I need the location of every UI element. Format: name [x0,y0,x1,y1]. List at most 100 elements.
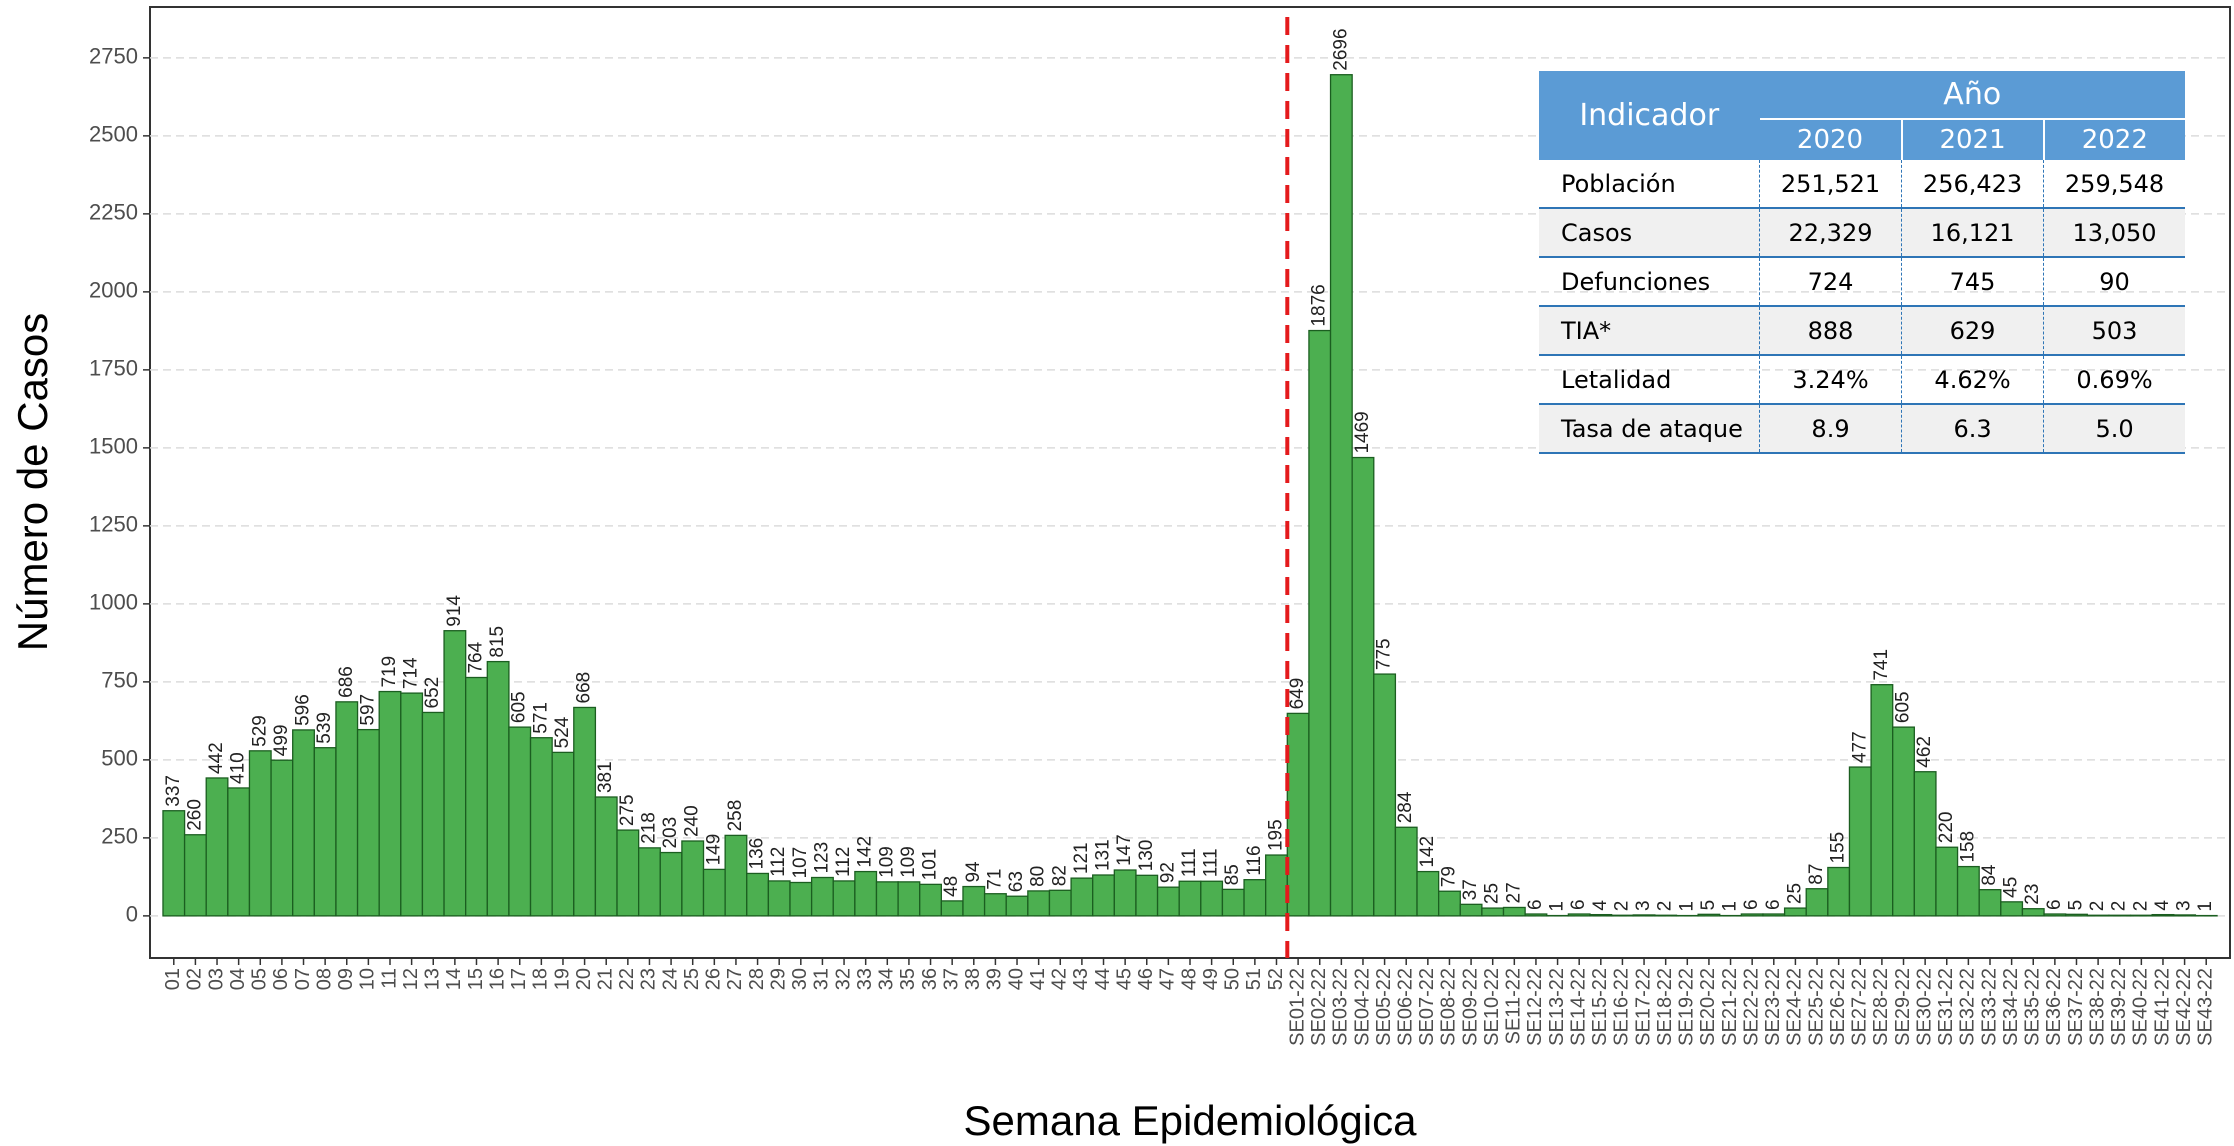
data-label: 539 [314,712,335,744]
data-label: 87 [1806,864,1827,885]
bar [2043,913,2067,917]
bar [1654,914,1678,917]
bar [1502,906,1526,917]
data-label: 220 [1936,812,1957,844]
data-label: 764 [466,641,487,673]
x-tick-label: 51 [1243,968,1265,990]
bar [1935,846,1959,917]
bar [919,883,943,917]
header-cell: Año [1759,71,2185,120]
x-tick-label: SE02-22 [1308,968,1330,1046]
data-label: 2 [2109,901,2130,912]
x-tick-label: SE35-22 [2022,968,2044,1046]
bar [983,893,1007,917]
x-tick-label: SE29-22 [1892,968,1914,1046]
y-tick-label: 2750 [89,44,138,69]
value-cell: 888 [1758,306,1902,356]
data-label: 4 [2152,900,2173,911]
x-tick-label: 17 [508,968,530,990]
bar [162,810,186,917]
x-tick-label: 07 [292,968,314,990]
data-label: 111 [1201,848,1222,877]
y-tick-label: 500 [101,746,138,771]
x-tick-label: 52 [1265,968,1287,990]
bar [1135,874,1159,917]
bar [292,729,315,917]
data-label: 6 [1525,899,1546,910]
bar [746,872,770,917]
value-cell: 13,050 [2043,208,2185,258]
data-label: 85 [1222,864,1243,885]
x-tick-label: SE37-22 [2065,968,2087,1046]
x-tick-label: 01 [162,968,184,990]
bar [551,751,575,917]
data-label: 1 [1676,901,1697,912]
data-label: 218 [638,812,659,844]
x-tick-label: SE01-22 [1286,968,1308,1046]
value-cell: 6.3 [1901,404,2044,454]
bar [616,829,640,917]
x-tick-label: SE04-22 [1351,968,1373,1046]
bar [1827,866,1851,917]
bar [2151,913,2175,917]
data-label: 142 [1417,836,1438,868]
data-label: 2 [1655,901,1676,912]
value-cell: 5.0 [2043,404,2185,454]
x-tick-label: SE10-22 [1481,968,1503,1046]
bar [356,728,380,917]
x-tick-label: 43 [1070,968,1092,990]
bar [465,676,488,917]
bar [1394,826,1418,917]
data-label: 668 [574,672,595,704]
x-tick-label: 11 [378,968,400,989]
x-tick-label: SE15-22 [1589,968,1611,1046]
y-tick-label: 2000 [89,278,138,303]
bar [1027,890,1051,917]
data-label: 142 [855,836,876,868]
x-tick-label: SE32-22 [1957,968,1979,1046]
bar [789,881,813,917]
bar [1805,888,1829,917]
value-cell: 745 [1901,257,2044,307]
y-tick-label: 1500 [89,434,138,459]
x-tick-label: SE18-22 [1654,968,1676,1046]
bar [1178,880,1202,917]
y-axis-title: Número de Casos [9,313,56,651]
bar [810,876,834,917]
data-label: 6 [1741,899,1762,910]
bar [378,690,402,917]
bar [1286,712,1310,917]
data-label: 109 [876,846,897,878]
y-tick-label: 1750 [89,356,138,381]
table-row: Casos 22,329 16,121 13,050 [1539,208,2185,258]
bar [1048,889,1072,917]
y-tick-label: 1000 [89,590,138,615]
x-tick-label: 40 [1005,968,1027,990]
x-tick-label: 30 [789,968,811,990]
x-tick-label: 41 [1027,968,1049,990]
data-label: 92 [1157,862,1178,883]
header-row: 2020 2021 2022 [1539,119,2185,160]
bar [1589,913,1613,917]
data-label: 2 [2087,901,2108,912]
bar [875,881,899,917]
data-label: 203 [660,817,681,849]
x-tick-label: SE40-22 [2130,968,2152,1046]
bar [508,726,532,917]
bar [400,692,424,917]
data-label: 741 [1871,649,1892,681]
data-label: 107 [790,847,811,879]
x-tick-label: SE23-22 [1762,968,1784,1046]
data-label: 337 [163,775,184,807]
data-label: 1 [1720,901,1741,912]
bar [724,834,748,917]
data-label: 116 [1244,845,1265,875]
data-label: 25 [1482,883,1503,904]
table-row: Defunciones 724 745 90 [1539,257,2185,307]
data-label: 649 [1287,678,1308,710]
value-cell: 629 [1901,306,2044,356]
summary-table: Indicador Año 2020 2021 2022 Población 251,… [1539,71,2185,454]
bar [1070,877,1094,917]
bar [2021,908,2045,917]
x-tick-label: SE41-22 [2151,968,2173,1046]
